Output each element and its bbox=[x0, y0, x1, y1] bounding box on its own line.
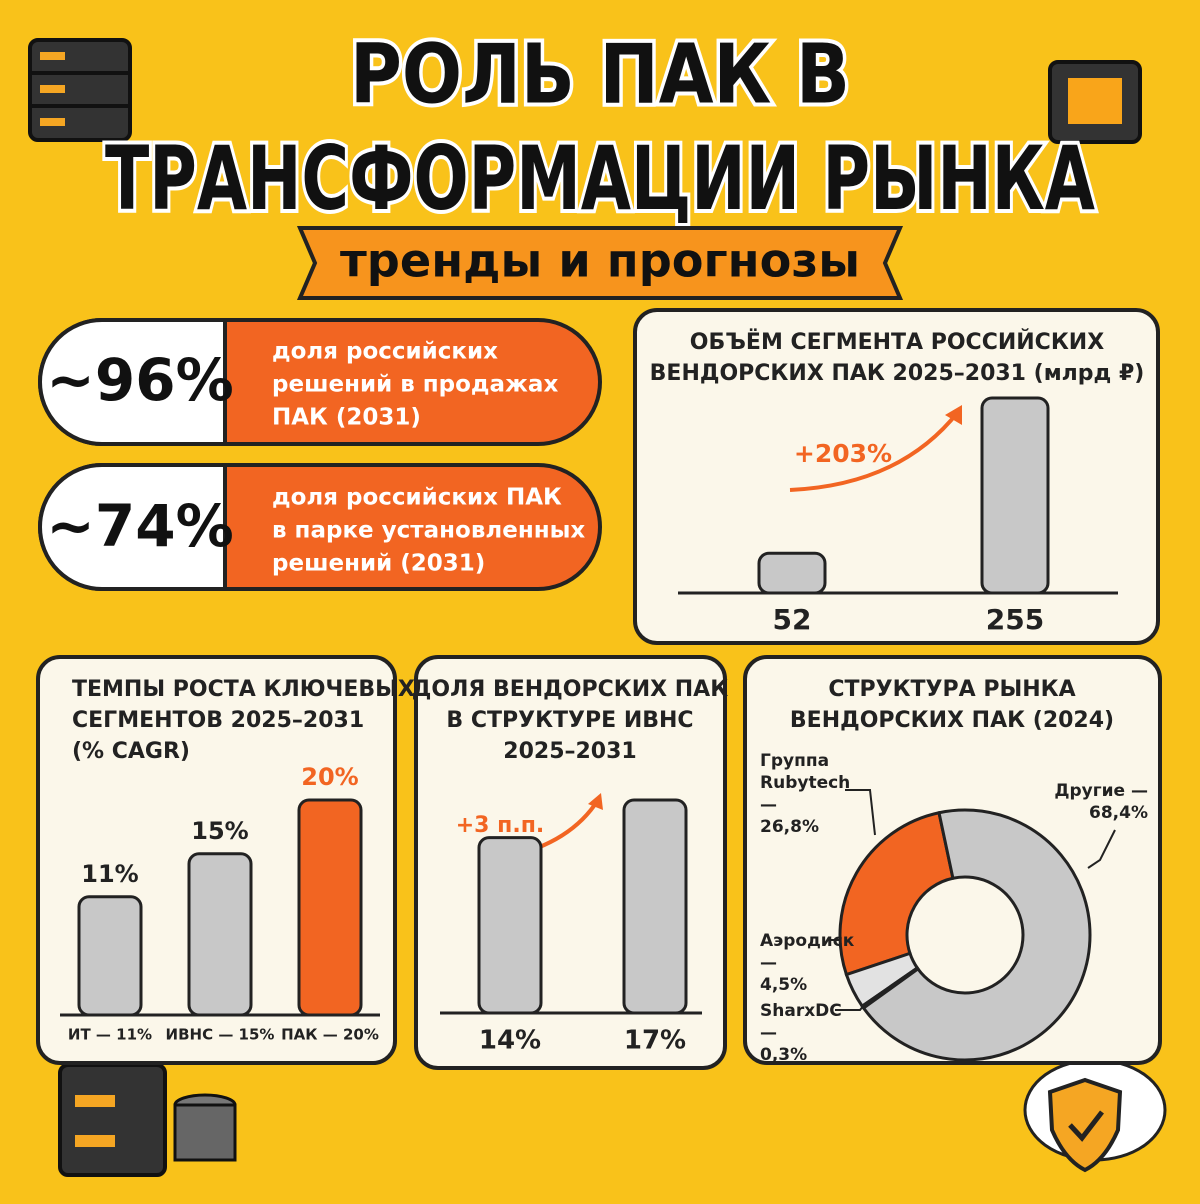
bar bbox=[980, 396, 1050, 595]
arrow-head bbox=[945, 405, 962, 425]
slice-label: Другие —68,4% bbox=[1030, 780, 1148, 824]
chart-title: ТЕМПЫ РОСТА КЛЮЧЕВЫХ bbox=[72, 677, 415, 702]
stat-value: ~74% bbox=[46, 492, 233, 560]
slice-value: 68,4% bbox=[1089, 803, 1148, 823]
chip-icon bbox=[1048, 60, 1142, 144]
slice-name: Группа Rubytech — bbox=[760, 751, 851, 815]
slice-label: Группа Rubytech —26,8% bbox=[760, 750, 870, 838]
title-line: ТРАНСФОРМАЦИИ РЫНКА bbox=[105, 127, 1095, 230]
stat-pill: ~96% доля российских решений в продажах … bbox=[38, 318, 602, 446]
chart-title: ВЕНДОРСКИХ ПАК 2025–2031 (млрд ₽) bbox=[650, 361, 1145, 386]
chart-title: СЕГМЕНТОВ 2025–2031 bbox=[72, 708, 364, 733]
server-icon bbox=[28, 38, 132, 142]
stat-text: в парке установленных bbox=[272, 518, 585, 544]
bar bbox=[477, 836, 543, 1015]
pie-slice bbox=[861, 808, 1092, 1062]
subtitle-ribbon bbox=[296, 226, 904, 300]
value-label: 20% bbox=[301, 763, 358, 791]
slice-name: SharxDC — bbox=[760, 1001, 842, 1043]
subtitle: тренды и прогнозы bbox=[340, 234, 860, 288]
chart-title: 2025–2031 bbox=[503, 739, 636, 764]
slice-value: 0,3% bbox=[760, 1045, 808, 1065]
stat-text: ПАК (2031) bbox=[272, 405, 421, 431]
stat-text: доля российских bbox=[272, 339, 498, 365]
value-label: 255 bbox=[986, 603, 1044, 636]
server-icon-bottom bbox=[58, 1063, 237, 1177]
chart-title: (% CAGR) bbox=[72, 739, 190, 764]
stat-value: ~96% bbox=[46, 346, 233, 414]
annotation: +3 п.п. bbox=[456, 813, 545, 838]
chart-title: ВЕНДОРСКИХ ПАК (2024) bbox=[790, 708, 1114, 733]
title-line: РОЛЬ ПАК В bbox=[350, 27, 850, 122]
chart-title: СТРУКТУРА РЫНКА bbox=[828, 677, 1075, 702]
slice-label: SharxDC —0,3% bbox=[760, 1000, 850, 1066]
chart-title: В СТРУКТУРЕ ИВНС bbox=[446, 708, 693, 733]
shield-icon bbox=[1023, 1058, 1167, 1173]
chart-title: ОБЪЁМ СЕГМЕНТА РОССИЙСКИХ bbox=[690, 329, 1104, 355]
stat-pill: ~74% доля российских ПАК в парке установ… bbox=[38, 463, 602, 591]
trend-arrow bbox=[789, 410, 960, 492]
x-tick-label: ИТ — 11% bbox=[68, 1026, 152, 1044]
slice-name: Аэродиск — bbox=[760, 931, 855, 973]
bar bbox=[757, 551, 827, 595]
stat-text: решений в продажах bbox=[272, 372, 558, 398]
bar bbox=[297, 798, 363, 1017]
stat-text: решений (2031) bbox=[272, 551, 485, 577]
value-label: 14% bbox=[479, 1026, 541, 1056]
stat-text: доля российских ПАК bbox=[272, 485, 562, 511]
bar bbox=[622, 798, 688, 1015]
slice-label: Аэродиск —4,5% bbox=[760, 930, 855, 996]
bar bbox=[77, 895, 143, 1017]
pie-slice bbox=[838, 810, 955, 977]
arrow-head bbox=[588, 793, 603, 810]
slice-value: 26,8% bbox=[760, 817, 819, 837]
x-tick-label: ПАК — 20% bbox=[281, 1026, 379, 1044]
chart-title: ДОЛЯ ВЕНДОРСКИХ ПАК bbox=[412, 677, 728, 702]
bar bbox=[187, 852, 253, 1017]
value-label: 52 bbox=[773, 603, 812, 636]
value-label: 11% bbox=[81, 860, 138, 888]
annotation: +203% bbox=[794, 439, 892, 468]
slice-name: Другие — bbox=[1054, 781, 1148, 801]
x-tick-label: ИВНС — 15% bbox=[166, 1026, 275, 1044]
value-label: 17% bbox=[624, 1026, 686, 1056]
slice-value: 4,5% bbox=[760, 975, 808, 995]
value-label: 15% bbox=[191, 817, 248, 845]
